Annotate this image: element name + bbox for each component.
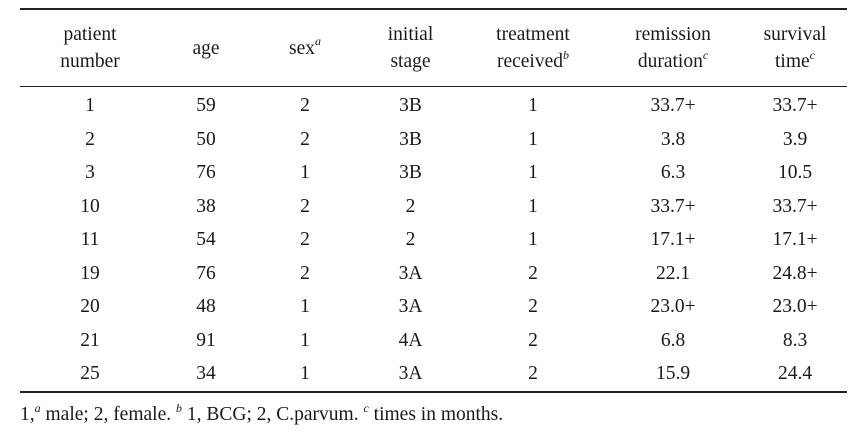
table-header: patient number age sexa initial stage trea… — [20, 10, 847, 86]
header-rule — [20, 86, 847, 87]
cell-sex: 2 — [300, 128, 310, 150]
cell-patient-number: 19 — [80, 262, 100, 284]
table-row: 25 34 1 3A 2 15.9 24.4 — [20, 357, 847, 391]
cell-patient-number: 20 — [80, 296, 100, 317]
table-footnote: 1,a male; 2, female. b 1, BCG; 2, C.parv… — [20, 400, 504, 426]
cell-sex: 1 — [300, 162, 310, 183]
bottom-rule — [20, 390, 847, 393]
cell-sex: 1 — [300, 296, 310, 317]
cell-patient-number: 25 — [80, 363, 100, 384]
cell-patient-number: 1 — [85, 95, 95, 116]
cell-patient-number: 21 — [80, 329, 100, 351]
cell-remission-duration: 33.7+ — [650, 195, 696, 217]
cell-sex: 2 — [300, 262, 310, 284]
footnote-mark-c: c — [702, 47, 709, 62]
cell-survival-time: 17.1+ — [772, 229, 818, 250]
cell-initial-stage: 3B — [399, 128, 422, 150]
cell-remission-duration: 23.0+ — [650, 296, 696, 317]
cell-sex: 2 — [300, 95, 310, 116]
cell-survival-time: 3.9 — [782, 128, 808, 150]
cell-survival-time: 33.7+ — [772, 195, 818, 217]
cell-treatment-received: 2 — [528, 296, 538, 317]
cell-initial-stage: 3A — [398, 363, 423, 384]
cell-patient-number: 10 — [80, 195, 100, 217]
footnote-mark-c: c — [809, 47, 815, 62]
cell-age: 38 — [196, 195, 216, 217]
table-row: 10 38 2 2 1 33.7+ 33.7+ — [20, 190, 847, 224]
cell-patient-number: 11 — [80, 229, 100, 250]
cell-age: 48 — [196, 296, 216, 317]
header-initial-stage: initial stage — [387, 24, 434, 72]
header-sex: sexa — [289, 34, 321, 59]
top-rule — [20, 8, 847, 10]
table-row: 11 54 2 2 1 17.1+ 17.1+ — [20, 223, 847, 257]
cell-survival-time: 10.5 — [777, 162, 813, 183]
table-row: 3 76 1 3B 1 6.3 10.5 — [20, 156, 847, 190]
cell-treatment-received: 1 — [528, 195, 538, 217]
header-age: age — [192, 37, 220, 59]
cell-age: 54 — [196, 229, 216, 250]
cell-treatment-received: 2 — [528, 363, 538, 384]
cell-treatment-received: 2 — [528, 262, 538, 284]
cell-initial-stage: 4A — [398, 329, 423, 351]
cell-remission-duration: 17.1+ — [650, 229, 696, 250]
footnote-mark-a: a — [315, 34, 321, 48]
data-table: patient number age sexa initial stage trea… — [20, 8, 847, 393]
cell-remission-duration: 6.8 — [660, 329, 686, 351]
table-row: 1 59 2 3B 1 33.7+ 33.7+ — [20, 87, 847, 123]
cell-treatment-received: 2 — [528, 329, 538, 351]
cell-remission-duration: 22.1 — [655, 262, 691, 284]
cell-sex: 2 — [300, 229, 310, 250]
header-patient-number: patient number — [60, 24, 120, 72]
cell-initial-stage: 2 — [405, 195, 416, 217]
cell-initial-stage: 3B — [399, 162, 422, 183]
cell-initial-stage: 3A — [398, 262, 423, 284]
table-row: 21 91 1 4A 2 6.8 8.3 — [20, 324, 847, 358]
cell-remission-duration: 6.3 — [660, 162, 686, 183]
cell-survival-time: 33.7+ — [772, 95, 818, 116]
header-remission-duration: remission durationc — [635, 24, 711, 72]
cell-survival-time: 24.8+ — [772, 262, 818, 284]
cell-age: 34 — [196, 363, 216, 384]
cell-age: 76 — [196, 262, 216, 284]
cell-age: 59 — [196, 95, 216, 116]
header-survival-time: survival timec — [763, 24, 827, 72]
table-row: 2 50 2 3B 1 3.8 3.9 — [20, 123, 847, 157]
cell-patient-number: 2 — [85, 128, 95, 150]
cell-remission-duration: 3.8 — [660, 128, 686, 150]
cell-treatment-received: 1 — [528, 162, 538, 183]
cell-patient-number: 3 — [85, 162, 95, 183]
cell-sex: 1 — [300, 329, 310, 351]
cell-initial-stage: 3B — [399, 95, 422, 116]
cell-treatment-received: 1 — [528, 95, 538, 116]
cell-age: 91 — [196, 329, 216, 351]
cell-survival-time: 24.4 — [777, 363, 813, 384]
footnote-mark-b: b — [563, 47, 570, 62]
cell-survival-time: 23.0+ — [772, 296, 818, 317]
table-row: 19 76 2 3A 2 22.1 24.8+ — [20, 257, 847, 291]
table-body: 1 59 2 3B 1 33.7+ 33.7+ 2 50 2 3B 1 3.8 3.9 3 76 1 3B 1 6.3… — [20, 87, 847, 391]
cell-initial-stage: 3A — [398, 296, 423, 317]
cell-treatment-received: 1 — [528, 229, 538, 250]
cell-remission-duration: 15.9 — [655, 363, 691, 384]
cell-survival-time: 8.3 — [782, 329, 808, 351]
header-treatment-received: treatment receivedb — [496, 24, 570, 72]
cell-sex: 1 — [300, 363, 310, 384]
cell-age: 50 — [196, 128, 216, 150]
cell-remission-duration: 33.7+ — [650, 95, 696, 116]
cell-treatment-received: 1 — [528, 128, 538, 150]
cell-sex: 2 — [300, 195, 310, 217]
table-row: 20 48 1 3A 2 23.0+ 23.0+ — [20, 290, 847, 324]
cell-initial-stage: 2 — [405, 229, 416, 250]
cell-age: 76 — [196, 162, 216, 183]
